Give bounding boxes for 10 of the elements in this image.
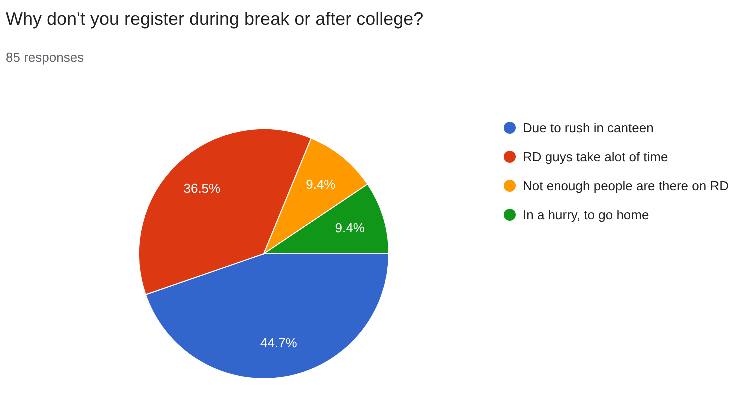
data-label: 36.5% bbox=[184, 181, 222, 196]
data-label: 9.4% bbox=[335, 220, 366, 236]
data-label: 44.7% bbox=[260, 335, 298, 350]
chart-title: Why don't you register during break or after college? bbox=[6, 9, 424, 29]
legend-label: Not enough people are there on RD bbox=[523, 178, 729, 194]
chart-subtitle: 85 responses bbox=[6, 50, 85, 65]
data-label: 9.4% bbox=[306, 176, 336, 192]
legend-label: In a hurry, to go home bbox=[523, 208, 650, 223]
legend-label: Due to rush in canteen bbox=[523, 120, 654, 136]
legend-label: RD guys take alot of time bbox=[523, 150, 668, 165]
